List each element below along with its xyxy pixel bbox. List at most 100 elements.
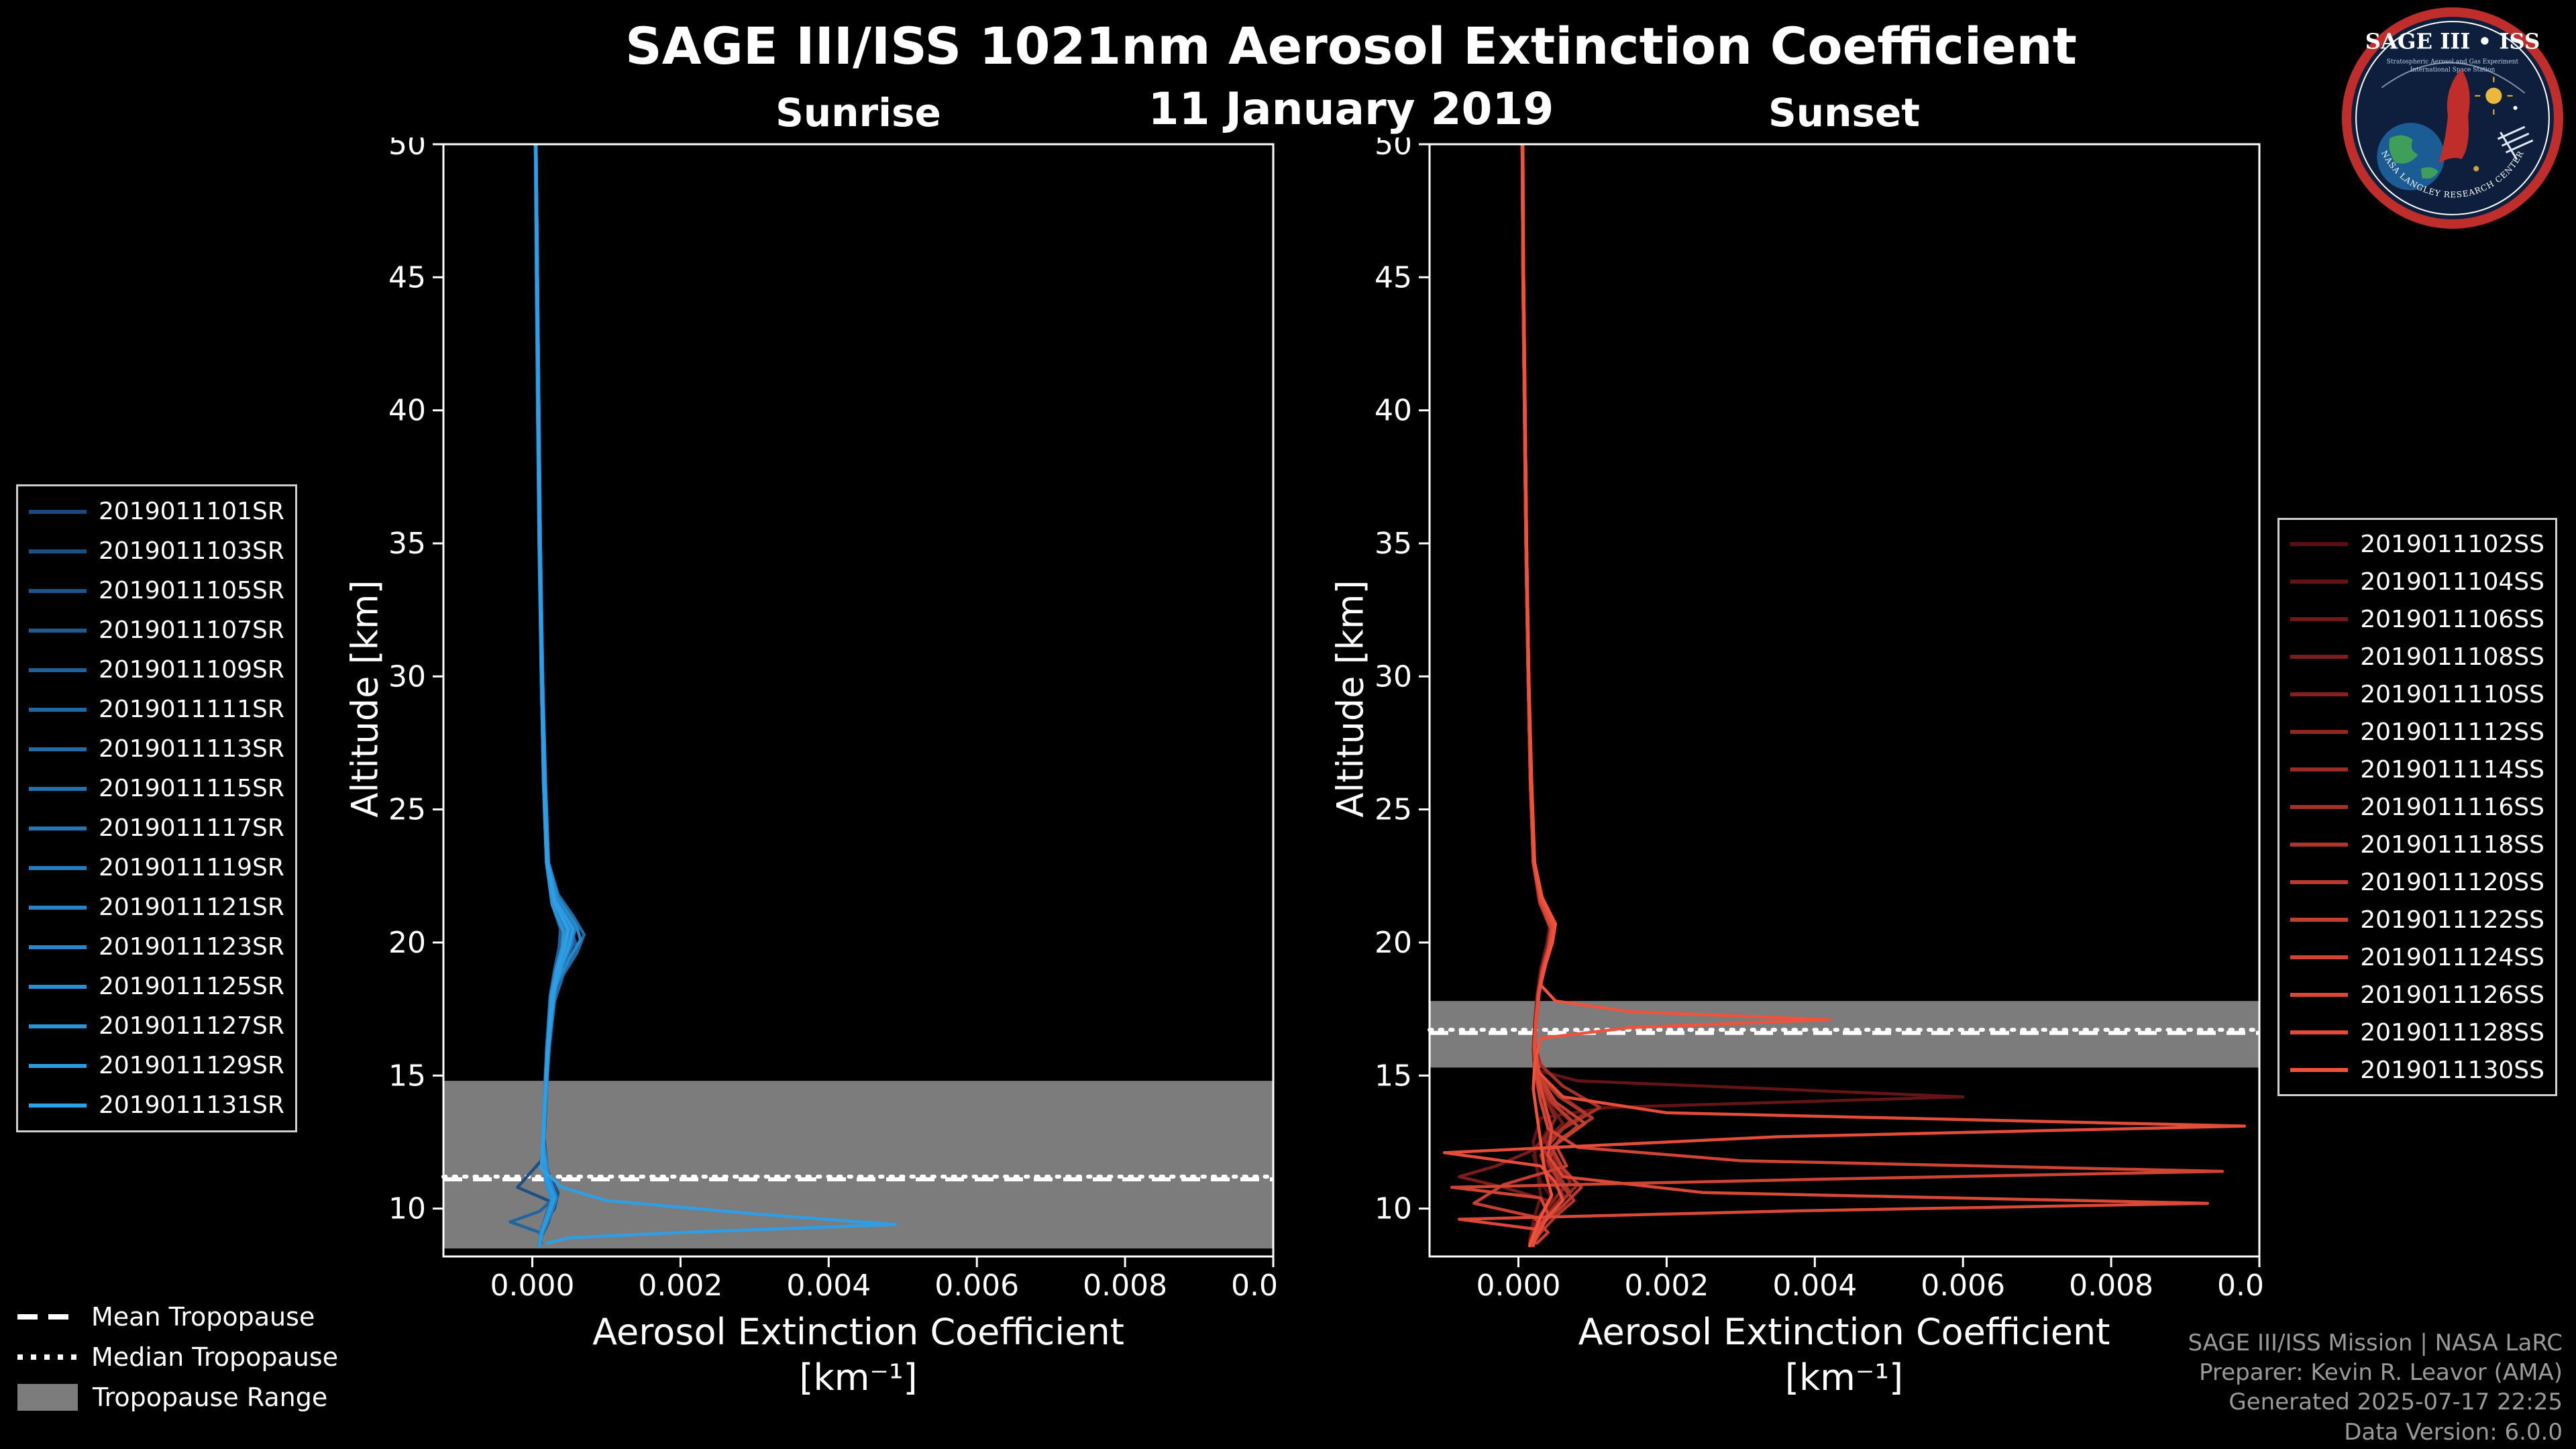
legend-item-label: 2019011103SR <box>99 537 284 565</box>
legend-line-swatch <box>2290 843 2349 847</box>
logo-sun-rays <box>2475 76 2513 115</box>
logo-earth-land-2 <box>2420 167 2438 179</box>
sunrise-chart-svg: 0.000 0.002 0.004 0.006 0.008 0.010 10 15 20 25 30… <box>388 127 1316 1303</box>
legend-item-label: 2019011114SS <box>2360 755 2544 784</box>
legend-line-swatch <box>2290 1030 2349 1034</box>
x-tick-label: 0.002 <box>638 1269 722 1303</box>
legend-item-label: 2019011119SR <box>99 854 284 881</box>
legend-line-swatch <box>29 786 87 791</box>
sunrise-y-axis-label: Altitude [km] <box>343 580 386 818</box>
legend-line-swatch <box>29 1063 87 1068</box>
legend-line-swatch <box>2290 767 2349 771</box>
legend-line-swatch <box>29 945 87 949</box>
legend-line-swatch <box>2290 918 2349 922</box>
legend-item: 2019011125SR <box>29 967 284 1006</box>
y-tick-label: 50 <box>388 138 426 162</box>
legend-item: 2019011116SS <box>2290 788 2544 826</box>
profile-line-2019011128SS <box>1442 144 2247 1248</box>
legend-item-label: 2019011110SS <box>2360 680 2544 708</box>
legend-item-label: 2019011130SS <box>2360 1056 2544 1084</box>
legend-item: 2019011127SR <box>29 1006 284 1046</box>
x-tick-label: 0.008 <box>1083 1269 1167 1303</box>
median-tropopause-legend-item: Median Tropopause <box>17 1342 338 1373</box>
legend-item: 2019011108SS <box>2290 638 2544 676</box>
legend-line-swatch <box>2290 655 2349 659</box>
legend-item: 2019011111SR <box>29 690 284 729</box>
sunset-chart-svg: 0.000 0.002 0.004 0.006 0.008 0.010 10 15 20 25 30… <box>1375 127 2302 1303</box>
logo-sun <box>2485 87 2502 104</box>
logo-subtitle-1: Stratospheric Aerosol and Gas Experiment <box>2387 59 2519 66</box>
sunset-y-axis-label: Altitude [km] <box>1329 580 1372 818</box>
x-tick-label: 0.002 <box>1624 1269 1709 1303</box>
sunrise-x-axis-label: Aerosol Extinction Coefficient [km⁻¹] <box>443 1309 1273 1400</box>
plot-frame <box>442 143 1275 1258</box>
legend-item-label: 2019011124SS <box>2360 943 2544 971</box>
y-tick-label: 15 <box>388 1059 426 1093</box>
legend-item: 2019011126SS <box>2290 976 2544 1014</box>
legend-item: 2019011119SR <box>29 848 284 888</box>
plot-frame <box>1428 143 2261 1258</box>
logo-inner-ring <box>2355 21 2550 215</box>
median-tropopause-label: Median Tropopause <box>91 1342 338 1372</box>
sunrise-event-legend: 2019011101SR 2019011103SR 2019011105SR 2019… <box>16 484 297 1132</box>
profile-line-2019011130SS <box>1521 144 1831 1248</box>
legend-item: 2019011124SS <box>2290 938 2544 976</box>
legend-item-label: 2019011107SR <box>99 616 284 644</box>
y-tick-label: 30 <box>388 659 426 694</box>
x-axis-label-unit: [km⁻¹] <box>799 1356 918 1399</box>
legend-item: 2019011110SS <box>2290 676 2544 713</box>
x-tick-label: 0.006 <box>934 1269 1019 1303</box>
legend-item-label: 2019011118SS <box>2360 830 2544 859</box>
legend-line-swatch <box>29 1103 87 1108</box>
tropopause-range-legend-item: Tropopause Range <box>17 1382 338 1413</box>
logo-iss <box>2497 125 2534 160</box>
legend-item: 2019011106SS <box>2290 600 2544 638</box>
legend-line-swatch <box>2290 580 2349 584</box>
legend-item-label: 2019011129SR <box>99 1052 284 1079</box>
legend-item-label: 2019011115SR <box>99 775 284 802</box>
y-tick-label: 10 <box>1375 1192 1412 1226</box>
legend-item: 2019011131SR <box>29 1085 284 1125</box>
x-tick-label: 0.000 <box>1477 1269 1561 1303</box>
legend-item-label: 2019011125SR <box>99 973 284 1000</box>
legend-line-swatch <box>29 588 87 593</box>
x-tick-label: 0.006 <box>1921 1269 2005 1303</box>
legend-item: 2019011105SR <box>29 571 284 610</box>
legend-item: 2019011102SS <box>2290 525 2544 563</box>
legend-item-label: 2019011131SR <box>99 1091 284 1119</box>
legend-line-swatch <box>29 905 87 910</box>
y-tick-label: 40 <box>1375 394 1412 428</box>
y-tick-label: 20 <box>1375 926 1412 960</box>
y-tick-label: 15 <box>1375 1059 1412 1093</box>
date-title: 11 January 2019 <box>1148 83 1554 135</box>
legend-item-label: 2019011120SS <box>2360 868 2544 896</box>
sunrise-panel-title: Sunrise <box>775 90 941 136</box>
legend-item: 2019011114SS <box>2290 751 2544 788</box>
legend-item-label: 2019011112SS <box>2360 718 2544 746</box>
legend-line-swatch <box>2290 880 2349 884</box>
legend-line-swatch <box>2290 730 2349 734</box>
legend-item-label: 2019011111SR <box>99 696 284 723</box>
profile-line-2019011121SR <box>533 144 568 1248</box>
legend-item-label: 2019011122SS <box>2360 906 2544 934</box>
logo-title: SAGE III • ISS <box>2365 28 2540 54</box>
tropopause-range-band <box>443 1081 1273 1249</box>
legend-item-label: 2019011105SR <box>99 577 284 604</box>
y-tick-label: 40 <box>388 394 426 428</box>
legend-item: 2019011107SR <box>29 610 284 650</box>
legend-item-label: 2019011106SS <box>2360 605 2544 633</box>
footer-data-version: Data Version: 6.0.0 <box>2344 1418 2563 1446</box>
legend-item: 2019011130SS <box>2290 1051 2544 1089</box>
legend-item-label: 2019011108SS <box>2360 643 2544 671</box>
x-tick-label: 0.010 <box>1231 1269 1280 1303</box>
legend-line-swatch <box>29 628 87 633</box>
legend-item-label: 2019011116SS <box>2360 793 2544 821</box>
sunset-panel-title: Sunset <box>1768 90 1920 136</box>
y-tick-label: 30 <box>1375 659 1412 694</box>
y-tick-label: 25 <box>1375 793 1412 827</box>
sunset-x-axis-label: Aerosol Extinction Coefficient [km⁻¹] <box>1430 1309 2259 1400</box>
legend-item: 2019011104SS <box>2290 563 2544 600</box>
mean-tropopause-legend-item: Mean Tropopause <box>17 1301 338 1332</box>
legend-item: 2019011123SR <box>29 927 284 967</box>
legend-item-label: 2019011128SS <box>2360 1018 2544 1046</box>
